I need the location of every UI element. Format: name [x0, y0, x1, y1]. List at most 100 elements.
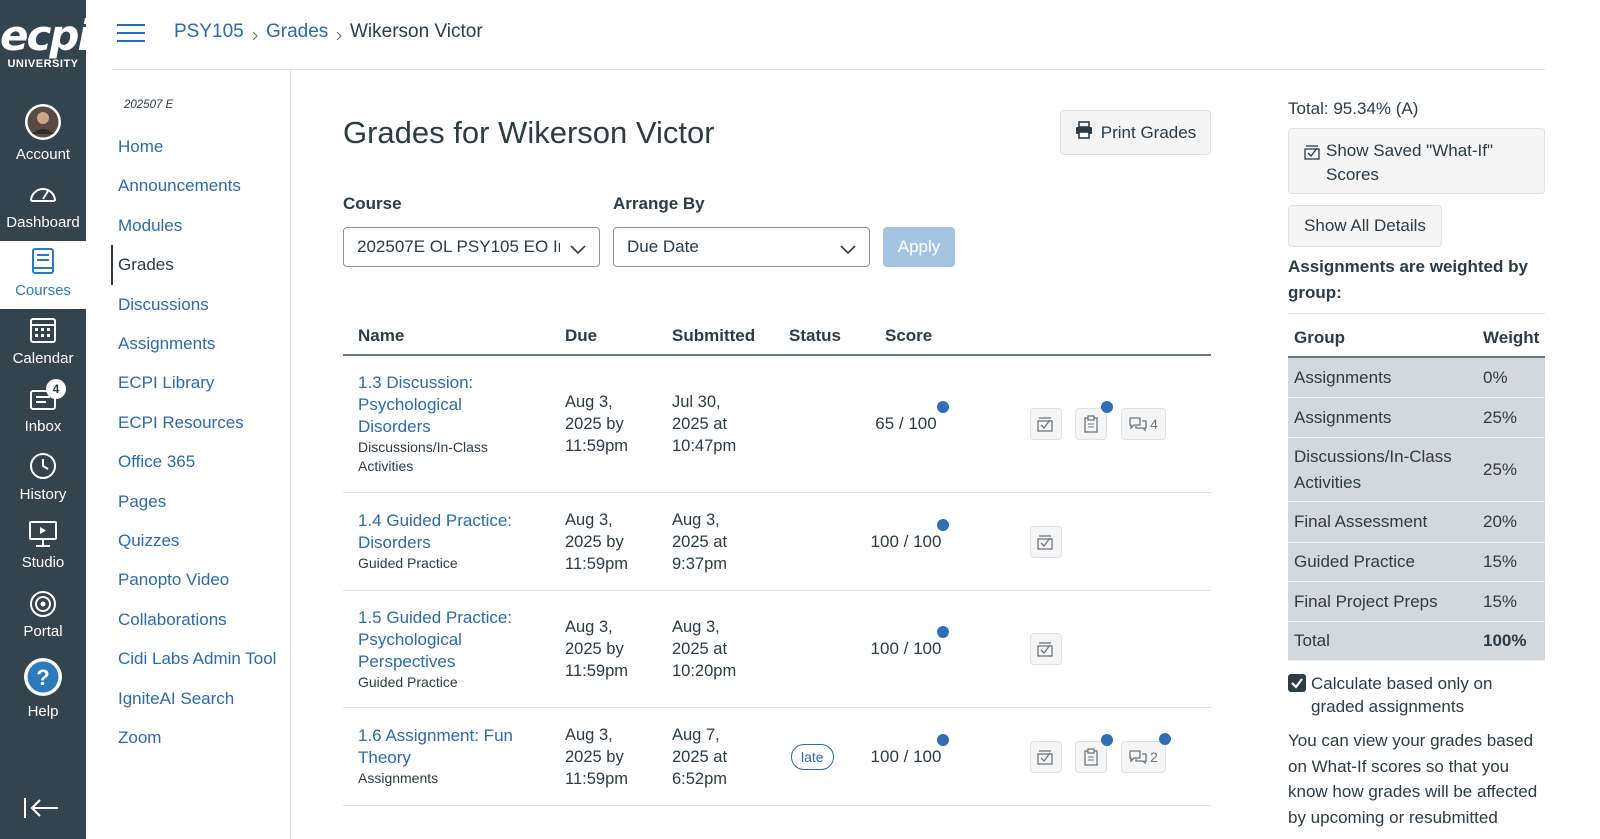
print-button-label[interactable]: Print Grades	[1100, 122, 1197, 142]
weights-row: Guided Practice 15%	[1288, 543, 1545, 582]
weights-header: Group	[1294, 328, 1345, 347]
course-nav-link[interactable]: Panopto Video	[118, 570, 230, 590]
table-header: Status	[789, 326, 841, 345]
what-if-scores-label[interactable]: Show Saved "What-If" Scores	[1326, 141, 1494, 184]
nav-icon[interactable]: ?	[0, 656, 86, 698]
due-date: Aug 3, 2025 by 11:59pm	[565, 510, 628, 573]
nav-label[interactable]: Calendar	[12, 350, 74, 367]
submitted-cell: Jul 30, 2025 at 10:47pm	[672, 356, 760, 492]
nav-icon[interactable]	[0, 247, 86, 277]
nav-label[interactable]: Help	[27, 703, 59, 720]
breadcrumb[interactable]: PSY105	[174, 21, 244, 42]
logo-sub: UNIVERSITY	[7, 58, 79, 70]
table-header: Due	[565, 326, 598, 345]
svg-text:?: ?	[36, 665, 49, 690]
unread-dot	[937, 518, 949, 531]
weights-group: Discussions/In-Class Activities	[1294, 446, 1452, 492]
assignment-link[interactable]: 1.5 Guided Practice: Psychological Persp…	[358, 607, 513, 671]
course-nav-link[interactable]: Assignments	[118, 334, 216, 353]
row-rule	[343, 707, 1211, 708]
nav-icon[interactable]	[0, 315, 86, 345]
course-nav-link[interactable]: Home	[118, 137, 164, 156]
comment-count: 4	[1150, 416, 1158, 432]
course-nav-link[interactable]: Discussions	[118, 294, 209, 314]
nav-label[interactable]: Courses	[15, 282, 71, 299]
unread-dot	[937, 626, 949, 638]
submitted-date: Aug 3, 2025 at 9:37pm	[672, 510, 728, 573]
course-nav-link[interactable]: Modules	[118, 215, 183, 235]
course-nav-link[interactable]: IgniteAI Search	[118, 688, 235, 708]
nav-label[interactable]: Account	[15, 146, 71, 163]
arrange-select[interactable]: Due Date	[613, 227, 870, 267]
what-if-button[interactable]	[1030, 740, 1062, 773]
weights-row: Final Assessment 20%	[1288, 502, 1545, 543]
apply-button[interactable]: Apply	[883, 227, 955, 267]
show-all-details-button[interactable]: Show All Details	[1288, 205, 1442, 247]
row-rule	[343, 492, 1211, 493]
comment-count: 2	[1150, 748, 1158, 765]
assignment-link[interactable]: 1.3 Discussion: Psychological Disorders	[358, 373, 474, 436]
breadcrumb-separator	[335, 28, 343, 46]
name-wrap: 1.5 Guided Practice: Psychological Persp…	[358, 607, 533, 692]
nav-icon[interactable]	[0, 383, 86, 413]
submitted-date: Jul 30, 2025 at 10:47pm	[672, 393, 737, 455]
rubric-button[interactable]	[1075, 740, 1107, 773]
assignment-link[interactable]: 1.4 Guided Practice: Disorders	[358, 511, 513, 552]
nav-icon[interactable]	[0, 179, 86, 207]
score: 100 / 100	[870, 746, 942, 766]
what-if-button[interactable]	[1030, 525, 1062, 558]
nav-label[interactable]: Inbox	[24, 418, 62, 435]
course-nav-link[interactable]: Zoom	[118, 728, 162, 747]
weights-value: 25%	[1483, 407, 1518, 427]
table-header-rule	[343, 354, 1211, 356]
name-cell: 1.5 Guided Practice: Psychological Persp…	[358, 591, 533, 707]
weights-row: Total 100%	[1288, 622, 1545, 661]
collapse-icon[interactable]	[22, 794, 62, 827]
what-if-button[interactable]	[1030, 408, 1062, 440]
comments-button[interactable]: 2	[1121, 740, 1166, 773]
unread-dot	[937, 733, 949, 746]
weights-group: Assignments	[1294, 407, 1392, 427]
assignment-link[interactable]: 1.6 Assignment: Fun Theory	[358, 726, 513, 767]
breadcrumb[interactable]: Grades	[266, 21, 329, 42]
nav-icon[interactable]	[0, 588, 86, 620]
checkbox[interactable]	[1288, 674, 1306, 697]
nav-label[interactable]: Dashboard	[6, 214, 80, 231]
hamburger-icon[interactable]	[117, 22, 145, 44]
global-nav: ecpi UNIVERSITY Account Dashboard Courses Cal…	[0, 0, 92, 839]
nav-label[interactable]: History	[19, 486, 67, 503]
assignment-group: Guided Practice	[358, 673, 458, 690]
logo: ecpi	[0, 11, 92, 60]
nav-icon[interactable]	[0, 451, 86, 481]
what-if-scores-button[interactable]: Show Saved "What-If" Scores	[1288, 128, 1545, 194]
table-header: Score	[885, 326, 933, 345]
due-date: Aug 3, 2025 by 11:59pm	[565, 725, 628, 788]
course-nav-link[interactable]: Cidi Labs Admin Tool	[118, 649, 277, 669]
arrange-label: Arrange By	[613, 194, 705, 213]
nav-icon[interactable]	[0, 519, 86, 549]
submitted-date: Aug 3, 2025 at 10:20pm	[672, 618, 737, 680]
nav-label[interactable]: Studio	[21, 554, 65, 571]
course-nav-link[interactable]: Announcements	[118, 176, 241, 196]
nav-label[interactable]: Portal	[23, 623, 63, 640]
course-nav-link[interactable]: ECPI Library	[118, 373, 215, 393]
course-nav-link[interactable]: Quizzes	[118, 531, 180, 550]
what-if-button[interactable]	[1030, 633, 1062, 665]
course-nav-link[interactable]: Grades	[118, 255, 174, 275]
course-nav-link[interactable]: Office 365	[118, 452, 196, 472]
unread-dot	[1159, 732, 1171, 745]
course-select[interactable]: 202507E OL PSY105 EO Ir	[343, 227, 600, 267]
course-nav-link[interactable]: Collaborations	[118, 609, 227, 629]
submitted-cell: Aug 7, 2025 at 6:52pm	[672, 708, 760, 805]
nav-icon[interactable]	[0, 102, 86, 142]
unread-dot	[937, 401, 949, 413]
course-nav-link[interactable]: ECPI Resources	[118, 412, 244, 432]
rubric-button[interactable]	[1075, 408, 1107, 440]
checkbox-label[interactable]: Calculate based only on graded assignmen…	[1311, 674, 1493, 716]
comments-button[interactable]: 4	[1121, 408, 1166, 440]
course-nav-link[interactable]: Pages	[118, 491, 167, 511]
grade-total: Total: 95.34% (A)	[1288, 99, 1419, 118]
weights-value: 25%	[1483, 459, 1518, 479]
print-button[interactable]: Print Grades	[1060, 110, 1211, 155]
